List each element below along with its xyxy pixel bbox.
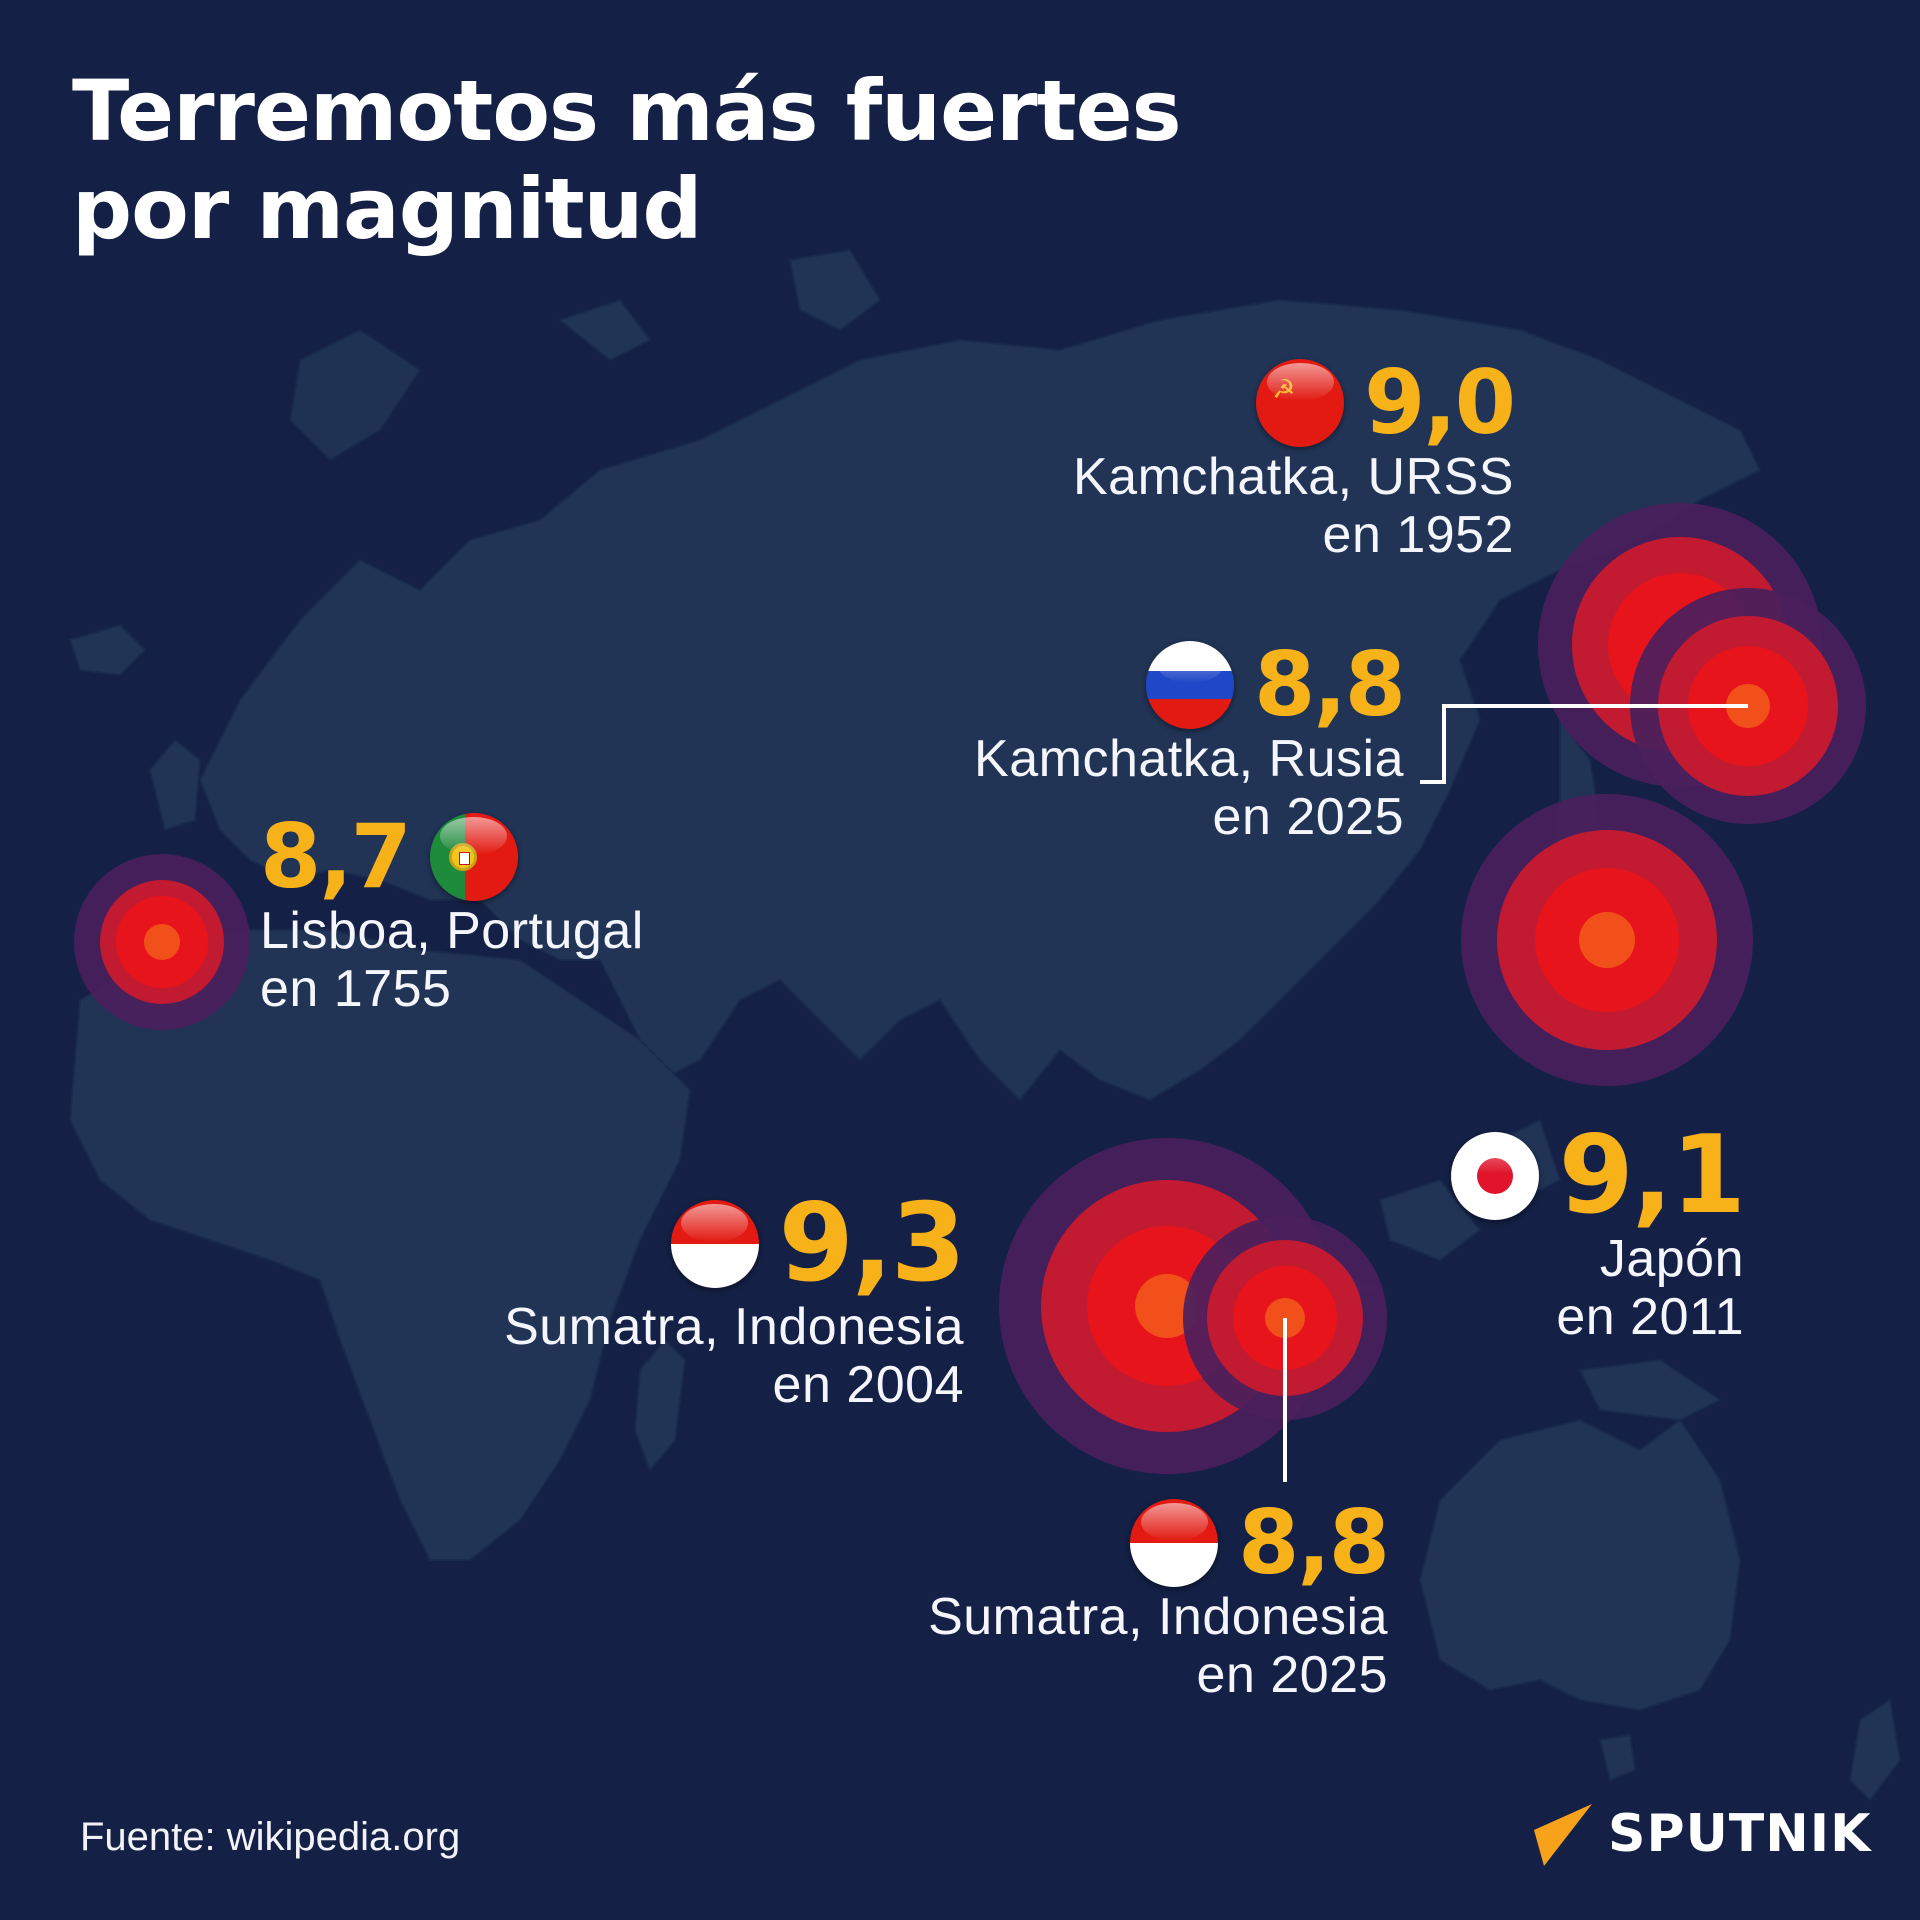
year: en 2025 [1212,788,1404,846]
ussr-flag-icon: ☭ [1256,359,1345,447]
indonesia-flag-icon [1130,1499,1219,1587]
label-kamchatka-1952: ☭ 9,0 Kamchatka, URSS en 1952 [1073,351,1516,565]
label-sumatra-2025: 8,8 Sumatra, Indonesia en 2025 [928,1491,1390,1705]
year: en 2025 [1196,1646,1388,1704]
japan-flag-icon [1450,1132,1539,1220]
title-line-2: por magnitud [72,160,703,258]
brand-name: SPUTNIK [1608,1804,1872,1864]
leader-line-kamchatka-2025 [1420,704,1748,784]
year: en 1952 [1322,506,1514,564]
magnitude-value: 9,3 [778,1181,966,1306]
magnitude-value: 9,1 [1558,1113,1746,1238]
place-name: Sumatra, Indonesia [504,1298,964,1356]
source-credit: Fuente: wikipedia.org [80,1815,461,1859]
place-name: Kamchatka, Rusia [974,730,1404,788]
title-line-1: Terremotos más fuertes [72,62,1182,160]
label-kamchatka-2025: 8,8 Kamchatka, Rusia en 2025 [974,633,1406,847]
magnitude-value: 8,8 [1254,633,1406,736]
russia-flag-icon [1146,641,1235,729]
indonesia-flag-icon [670,1200,759,1288]
label-japon-2011: 9,1 Japón en 2011 [1450,1113,1746,1346]
place-name: Sumatra, Indonesia [928,1588,1388,1646]
magnitude-value: 8,7 [260,805,412,908]
year: en 2004 [772,1356,964,1414]
place-name: Japón [1599,1230,1744,1288]
portugal-flag-icon [429,813,518,901]
year: en 1755 [260,960,452,1018]
place-name: Lisboa, Portugal [260,902,644,960]
page-title: Terremotos más fuertes por magnitud [72,62,1182,258]
epicenter-lisboa [74,854,250,1030]
magnitude-value: 9,0 [1364,351,1516,454]
sputnik-logo-icon [1534,1804,1592,1866]
label-sumatra-2004: 9,3 Sumatra, Indonesia en 2004 [504,1181,966,1415]
place-name: Kamchatka, URSS [1073,448,1514,506]
sputnik-logo: SPUTNIK [1530,1800,1871,1868]
epicenter-japan [1461,794,1753,1086]
year: en 2011 [1556,1288,1744,1346]
magnitude-value: 8,8 [1238,1491,1390,1594]
label-lisboa-1755: 8,7 Lisboa, Portugal en 1755 [260,805,644,1019]
